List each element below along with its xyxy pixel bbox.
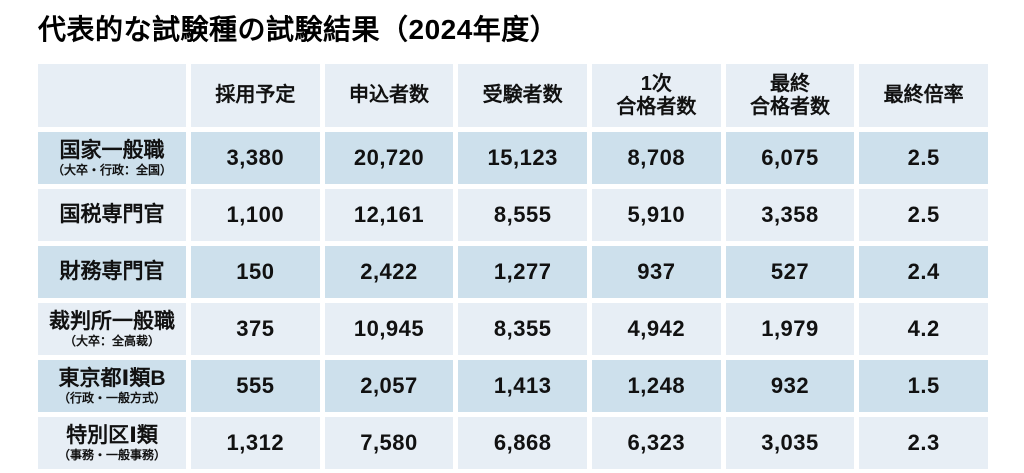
value-cell: 12,161 — [324, 189, 454, 241]
value-cell: 4,942 — [592, 303, 721, 355]
row-name: 国税専門官 — [59, 202, 165, 226]
value-cell: 6,075 — [725, 132, 855, 184]
row-name: 裁判所一般職 — [49, 309, 175, 333]
value-cell: 8,355 — [458, 303, 587, 355]
value-cell: 2.4 — [859, 246, 988, 298]
column-header-examinees: 受験者数 — [458, 64, 587, 127]
value-cell: 6,323 — [592, 417, 721, 469]
value-cell: 2.5 — [859, 132, 988, 184]
row-label-cell: 特別区Ⅰ類 （事務・一般事務） — [38, 417, 186, 469]
value-cell: 3,358 — [725, 189, 855, 241]
column-header-planned-hires: 採用予定 — [191, 64, 320, 127]
column-header-applicants: 申込者数 — [324, 64, 454, 127]
value-cell: 1,413 — [458, 360, 587, 412]
row-name: 特別区Ⅰ類 — [66, 423, 158, 447]
value-cell: 1.5 — [859, 360, 988, 412]
row-label-cell: 財務専門官 — [38, 246, 186, 298]
row-sub-label: （事務・一般事務） — [57, 447, 166, 462]
value-cell: 1,248 — [592, 360, 721, 412]
value-cell: 15,123 — [458, 132, 587, 184]
value-cell: 932 — [725, 360, 855, 412]
value-cell: 375 — [191, 303, 320, 355]
row-name: 財務専門官 — [59, 259, 165, 283]
column-header-final-passers: 最終 合格者数 — [725, 64, 855, 127]
value-cell: 3,380 — [191, 132, 320, 184]
value-cell: 1,979 — [725, 303, 855, 355]
exam-results-table: 採用予定 申込者数 受験者数 1次 合格者数 最終 合格者数 最終倍率 国家一般… — [38, 64, 988, 469]
page-title: 代表的な試験種の試験結果（2024年度） — [38, 14, 559, 45]
value-cell: 7,580 — [324, 417, 454, 469]
value-cell: 8,708 — [592, 132, 721, 184]
value-cell: 527 — [725, 246, 855, 298]
value-cell: 5,910 — [592, 189, 721, 241]
row-label-cell: 国家一般職 （大卒・行政：全国） — [38, 132, 186, 184]
value-cell: 2,422 — [324, 246, 454, 298]
value-cell: 2.3 — [859, 417, 988, 469]
value-cell: 2,057 — [324, 360, 454, 412]
value-cell: 1,100 — [191, 189, 320, 241]
value-cell: 150 — [191, 246, 320, 298]
row-name: 東京都Ⅰ類B — [58, 366, 166, 390]
value-cell: 2.5 — [859, 189, 988, 241]
value-cell: 555 — [191, 360, 320, 412]
row-sub-label: （大卒・行政：全国） — [51, 162, 172, 177]
value-cell: 1,277 — [458, 246, 587, 298]
value-cell: 1,312 — [191, 417, 320, 469]
value-cell: 937 — [592, 246, 721, 298]
row-sub-label: （大卒：全高裁） — [63, 333, 160, 348]
value-cell: 6,868 — [458, 417, 587, 469]
row-sub-label: （行政・一般方式） — [57, 390, 166, 405]
value-cell: 3,035 — [725, 417, 855, 469]
value-cell: 4.2 — [859, 303, 988, 355]
row-name: 国家一般職 — [59, 138, 165, 162]
column-header-first-stage-passers: 1次 合格者数 — [592, 64, 721, 127]
column-header-final-ratio: 最終倍率 — [859, 64, 988, 127]
corner-cell — [38, 64, 186, 127]
value-cell: 20,720 — [324, 132, 454, 184]
value-cell: 8,555 — [458, 189, 587, 241]
value-cell: 10,945 — [324, 303, 454, 355]
row-label-cell: 裁判所一般職 （大卒：全高裁） — [38, 303, 186, 355]
row-label-cell: 国税専門官 — [38, 189, 186, 241]
row-label-cell: 東京都Ⅰ類B （行政・一般方式） — [38, 360, 186, 412]
